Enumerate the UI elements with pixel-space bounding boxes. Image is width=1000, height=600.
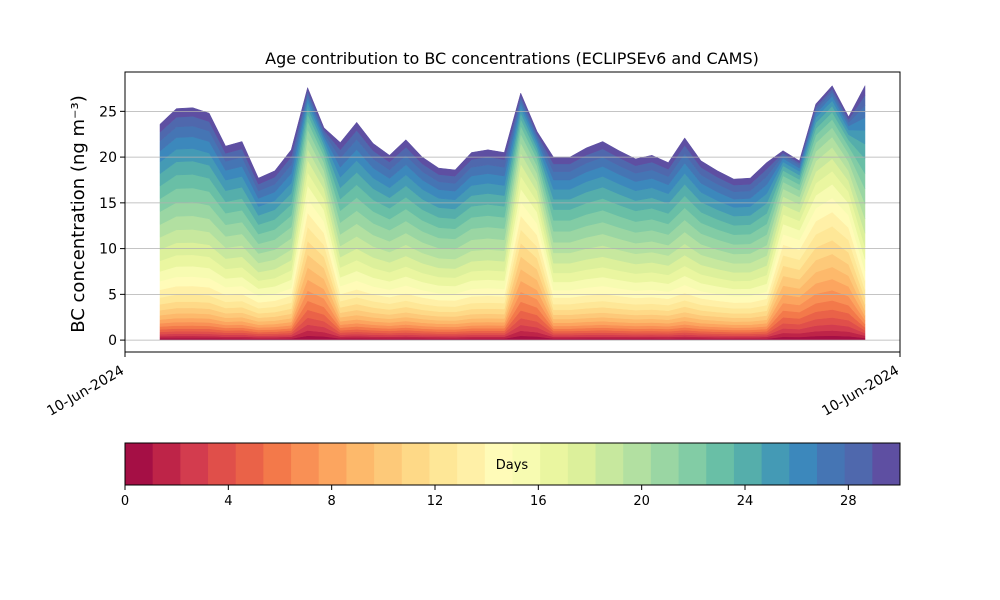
colorbar-swatch: [401, 443, 430, 485]
colorbar-swatch: [484, 443, 513, 485]
colorbar-swatch: [623, 443, 652, 485]
colorbar-tick-label: 20: [633, 494, 650, 509]
colorbar-swatch: [567, 443, 597, 485]
area-band-27: [159, 85, 866, 186]
plot-area: [159, 85, 866, 341]
y-axis: 0 5 10 15 20 25: [99, 71, 901, 353]
colorbar-swatch: [318, 443, 347, 485]
colorbar-tick-label: 0: [121, 494, 129, 509]
y-tick-label: 15: [99, 196, 117, 212]
colorbar-swatch: [512, 443, 541, 485]
colorbar-swatch: [125, 443, 154, 485]
y-tick-label: 10: [99, 242, 117, 258]
colorbar-tick-label: 16: [530, 494, 547, 509]
colorbar: 0 4 8 12 16 20 24 28: [121, 442, 901, 509]
colorbar-tick-label: 28: [840, 494, 857, 509]
colorbar-frame: [124, 442, 901, 486]
colorbar-swatch: [761, 443, 790, 485]
colorbar-swatch: [346, 443, 375, 485]
colorbar-swatch: [540, 443, 569, 485]
colorbar-swatch: [208, 443, 237, 485]
colorbar-swatch: [263, 443, 292, 485]
colorbar-tick-label: 12: [427, 494, 444, 509]
colorbar-label: Days: [496, 458, 529, 473]
colorbar-swatch: [595, 443, 624, 485]
colorbar-swatch: [180, 443, 209, 485]
colorbar-swatch: [789, 443, 818, 485]
colorbar-swatch: [733, 443, 763, 485]
y-tick-label: 25: [99, 104, 117, 120]
colorbar-swatch: [706, 443, 735, 485]
colorbar-swatch: [374, 443, 403, 485]
y-tick-label: 0: [108, 333, 117, 349]
colorbar-swatch: [678, 443, 707, 485]
colorbar-swatch: [816, 443, 846, 485]
y-axis-label: BC concentration (ng m⁻³): [68, 95, 89, 333]
colorbar-swatch: [457, 443, 486, 485]
colorbar-swatch: [152, 443, 181, 485]
x-axis: 10-Jun-2024 10-Jun-2024: [44, 352, 902, 420]
colorbar-swatch: [650, 443, 680, 485]
colorbar-swatch: [872, 443, 901, 485]
colorbar-swatch: [291, 443, 320, 485]
chart-title: Age contribution to BC concentrations (E…: [265, 49, 759, 68]
colorbar-tick-label: 4: [224, 494, 232, 509]
plot-frame: [124, 71, 901, 353]
x-tick-label-start: 10-Jun-2024: [44, 363, 127, 420]
colorbar-swatch: [429, 443, 458, 485]
colorbar-tick-label: 8: [328, 494, 336, 509]
y-tick-label: 5: [108, 287, 117, 303]
colorbar-swatch: [844, 443, 873, 485]
x-tick-label-end: 10-Jun-2024: [819, 363, 902, 420]
y-tick-label: 20: [99, 150, 117, 166]
colorbar-tick-label: 24: [737, 494, 754, 509]
colorbar-swatch: [235, 443, 264, 485]
